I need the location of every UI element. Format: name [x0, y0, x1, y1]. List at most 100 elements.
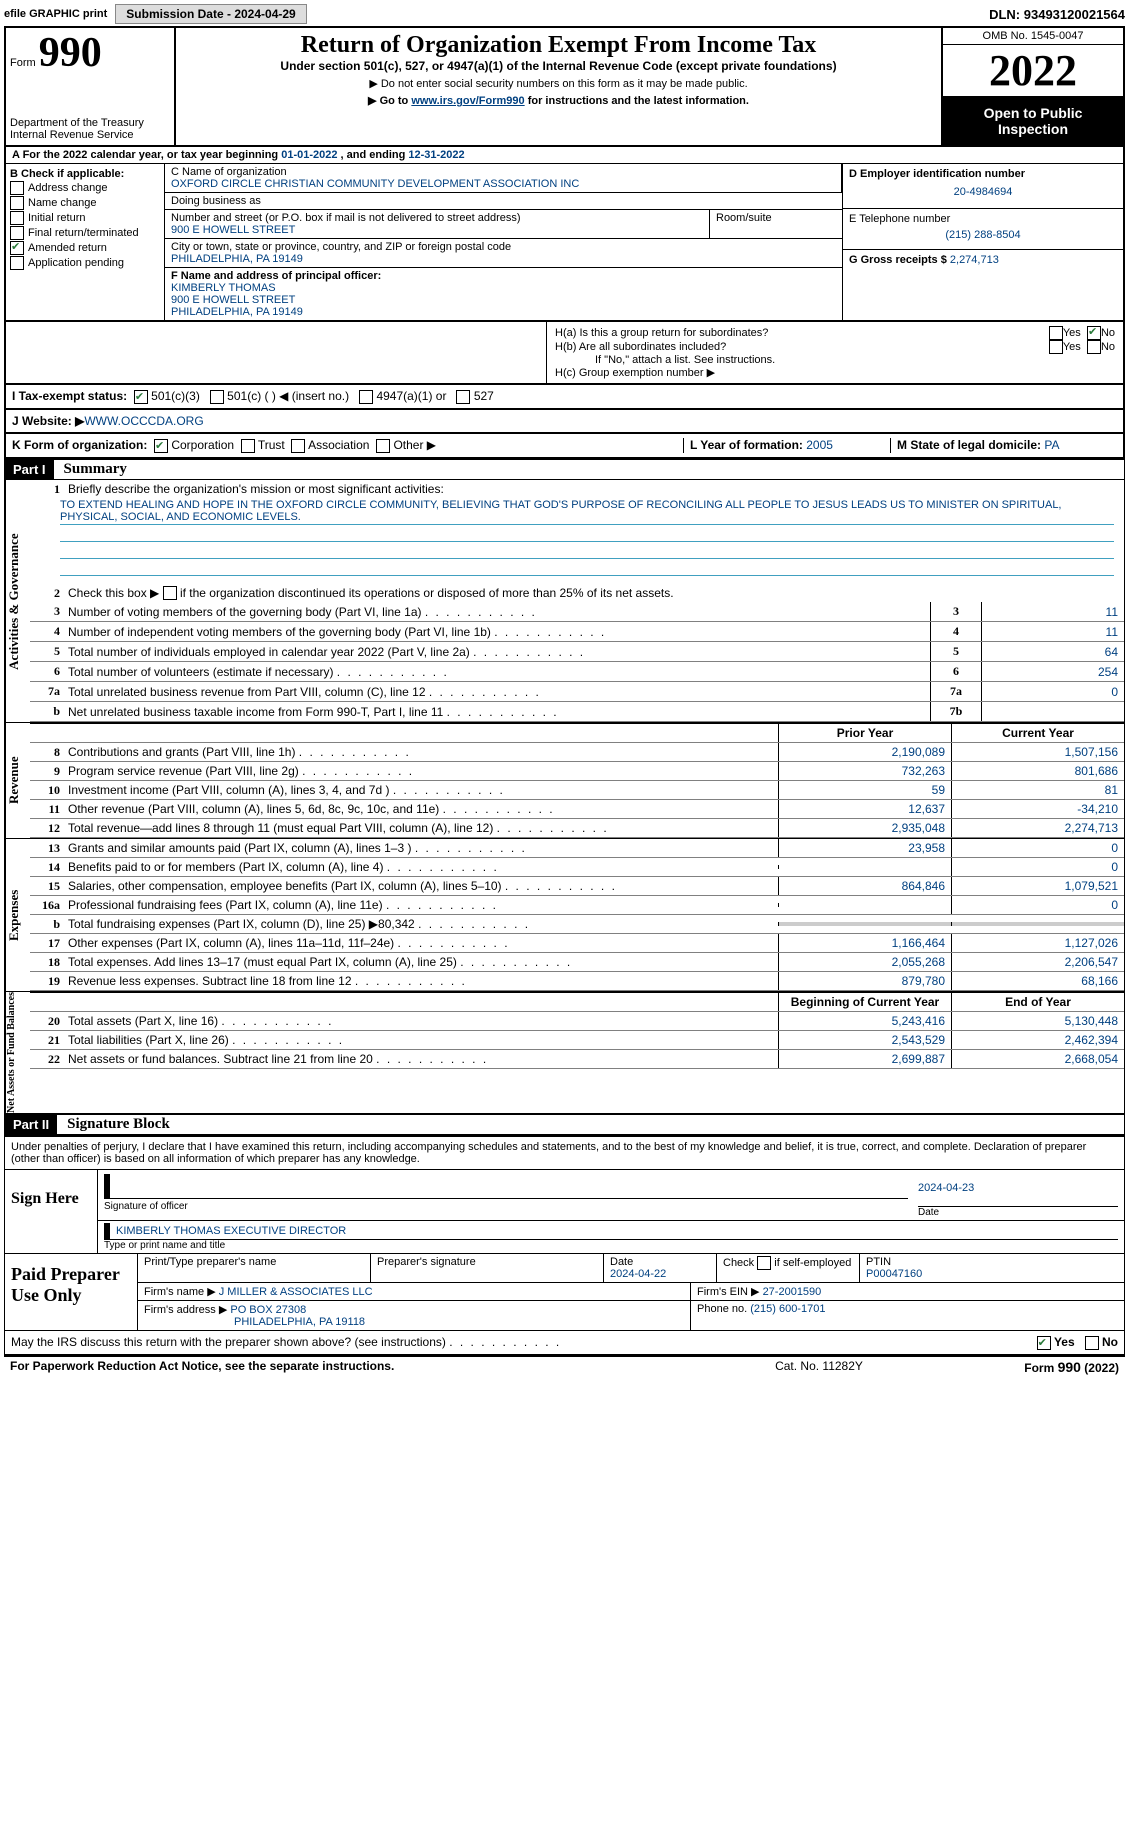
amount-line: 14Benefits paid to or for members (Part …: [30, 858, 1124, 877]
amount-line: 19Revenue less expenses. Subtract line 1…: [30, 972, 1124, 991]
prep-date-label: Date: [610, 1256, 710, 1268]
officer-addr1: 900 E HOWELL STREET: [171, 294, 836, 306]
irs-link[interactable]: www.irs.gov/Form990: [411, 95, 524, 107]
colb-checkbox[interactable]: [10, 256, 24, 270]
omb-number: OMB No. 1545-0047: [943, 28, 1123, 45]
paid-preparer-label: Paid Preparer Use Only: [5, 1254, 138, 1330]
org-info-block: B Check if applicable: Address changeNam…: [4, 163, 1125, 322]
org-form-checkbox[interactable]: [154, 439, 168, 453]
current-year-header: Current Year: [951, 724, 1124, 742]
discuss-no-checkbox[interactable]: [1085, 1336, 1099, 1350]
ha-yes-checkbox[interactable]: [1049, 326, 1063, 340]
line2-checkbox[interactable]: [163, 586, 177, 600]
firm-addr1: PO BOX 27308: [230, 1304, 306, 1316]
gross-value: 2,274,713: [950, 254, 999, 266]
ptin-value: P00047160: [866, 1268, 1118, 1280]
colb-label: Name change: [28, 197, 97, 209]
amount-line: 18Total expenses. Add lines 13–17 (must …: [30, 953, 1124, 972]
form-footer: Form 990 (2022): [919, 1359, 1119, 1375]
org-form-checkbox[interactable]: [241, 439, 255, 453]
officer-name: KIMBERLY THOMAS: [171, 282, 836, 294]
ein-label: D Employer identification number: [849, 168, 1117, 180]
colb-check-item: Final return/terminated: [10, 226, 160, 240]
hb-row: H(b) Are all subordinates included? Yes …: [555, 340, 1115, 354]
cat-no: Cat. No. 11282Y: [719, 1359, 919, 1375]
colb-checkbox[interactable]: [10, 211, 24, 225]
hb-yes-checkbox[interactable]: [1049, 340, 1063, 354]
tax-status-checkbox[interactable]: [210, 390, 224, 404]
submission-date-button[interactable]: Submission Date - 2024-04-29: [115, 4, 306, 24]
colb-checkbox[interactable]: [10, 181, 24, 195]
colb-checkbox[interactable]: [10, 196, 24, 210]
colb-check-item: Application pending: [10, 256, 160, 270]
tax-status-checkbox[interactable]: [456, 390, 470, 404]
amount-line: 22Net assets or fund balances. Subtract …: [30, 1050, 1124, 1069]
gov-line: 7aTotal unrelated business revenue from …: [30, 682, 1124, 702]
room-label: Room/suite: [716, 212, 836, 224]
mission-text: TO EXTEND HEALING AND HOPE IN THE OXFORD…: [60, 498, 1114, 525]
footer: For Paperwork Reduction Act Notice, see …: [4, 1355, 1125, 1377]
tel-value: (215) 288-8504: [849, 225, 1117, 245]
colb-label: Application pending: [28, 257, 124, 269]
column-b: B Check if applicable: Address changeNam…: [6, 164, 165, 320]
discuss-yes-checkbox[interactable]: [1037, 1336, 1051, 1350]
hb-note: If "No," attach a list. See instructions…: [555, 354, 1115, 366]
amount-line: 15Salaries, other compensation, employee…: [30, 877, 1124, 896]
colb-check-item: Address change: [10, 181, 160, 195]
sig-date: 2024-04-23: [918, 1172, 1118, 1207]
amount-line: 17Other expenses (Part IX, column (A), l…: [30, 934, 1124, 953]
prior-year-header: Prior Year: [778, 724, 951, 742]
efile-label: efile GRAPHIC print: [4, 8, 107, 20]
officer-addr2: PHILADELPHIA, PA 19149: [171, 306, 836, 318]
prep-name-label: Print/Type preparer's name: [144, 1256, 364, 1268]
open-to-public: Open to Public Inspection: [943, 97, 1123, 145]
dba-label: Doing business as: [171, 195, 836, 207]
tax-status-checkbox[interactable]: [134, 390, 148, 404]
ein-value: 20-4984694: [849, 180, 1117, 204]
colb-check-item: Name change: [10, 196, 160, 210]
row-h: H(a) Is this a group return for subordin…: [4, 322, 1125, 385]
colb-checkbox[interactable]: [10, 241, 24, 255]
org-name: OXFORD CIRCLE CHRISTIAN COMMUNITY DEVELO…: [171, 178, 835, 190]
section-governance: Activities & Governance 1 Briefly descri…: [4, 480, 1125, 724]
gov-line: 3Number of voting members of the governi…: [30, 602, 1124, 622]
name-label: C Name of organization: [171, 166, 835, 178]
part2-title: Signature Block: [57, 1116, 170, 1133]
officer-print-name: KIMBERLY THOMAS EXECUTIVE DIRECTOR: [104, 1223, 1118, 1240]
department: Department of the Treasury Internal Reve…: [10, 117, 170, 141]
colb-label: Initial return: [28, 212, 85, 224]
amount-line: 16aProfessional fundraising fees (Part I…: [30, 896, 1124, 915]
colb-checkbox[interactable]: [10, 226, 24, 240]
column-c: C Name of organization OXFORD CIRCLE CHR…: [165, 164, 843, 320]
firm-ein: 27-2001590: [763, 1286, 822, 1298]
form-subtitle: Under section 501(c), 527, or 4947(a)(1)…: [186, 59, 931, 73]
city-label: City or town, state or province, country…: [171, 241, 836, 253]
part1-label: Part I: [5, 460, 54, 479]
colb-label: Amended return: [28, 242, 107, 254]
self-emp-checkbox[interactable]: [757, 1256, 771, 1270]
ha-row: H(a) Is this a group return for subordin…: [555, 326, 1115, 340]
sidebar-expenses: Expenses: [5, 839, 30, 991]
colb-check-item: Initial return: [10, 211, 160, 225]
tax-status-checkbox[interactable]: [359, 390, 373, 404]
firm-addr2: PHILADELPHIA, PA 19118: [144, 1316, 684, 1328]
row-k: K Form of organization: Corporation Trus…: [4, 434, 1125, 459]
signature-block: Under penalties of perjury, I declare th…: [4, 1135, 1125, 1355]
paperwork-notice: For Paperwork Reduction Act Notice, see …: [10, 1359, 719, 1375]
title-box: Return of Organization Exempt From Incom…: [176, 28, 943, 145]
form-number-box: Form 990 Department of the Treasury Inte…: [6, 28, 176, 145]
org-form-checkbox[interactable]: [376, 439, 390, 453]
colb-label: Final return/terminated: [28, 227, 139, 239]
sidebar-net-assets: Net Assets or Fund Balances: [5, 992, 30, 1113]
hb-no-checkbox[interactable]: [1087, 340, 1101, 354]
line2-label: Check this box ▶ if the organization dis…: [68, 584, 1124, 603]
begin-year-header: Beginning of Current Year: [778, 993, 951, 1011]
sig-officer-label: Signature of officer: [104, 1201, 908, 1212]
city-value: PHILADELPHIA, PA 19149: [171, 253, 836, 265]
sig-date-label: Date: [918, 1207, 1118, 1218]
ha-no-checkbox[interactable]: [1087, 326, 1101, 340]
penalty-text: Under penalties of perjury, I declare th…: [5, 1137, 1124, 1169]
form-title: Return of Organization Exempt From Incom…: [186, 32, 931, 59]
website-value: WWW.OCCCDA.ORG: [84, 414, 203, 428]
org-form-checkbox[interactable]: [291, 439, 305, 453]
